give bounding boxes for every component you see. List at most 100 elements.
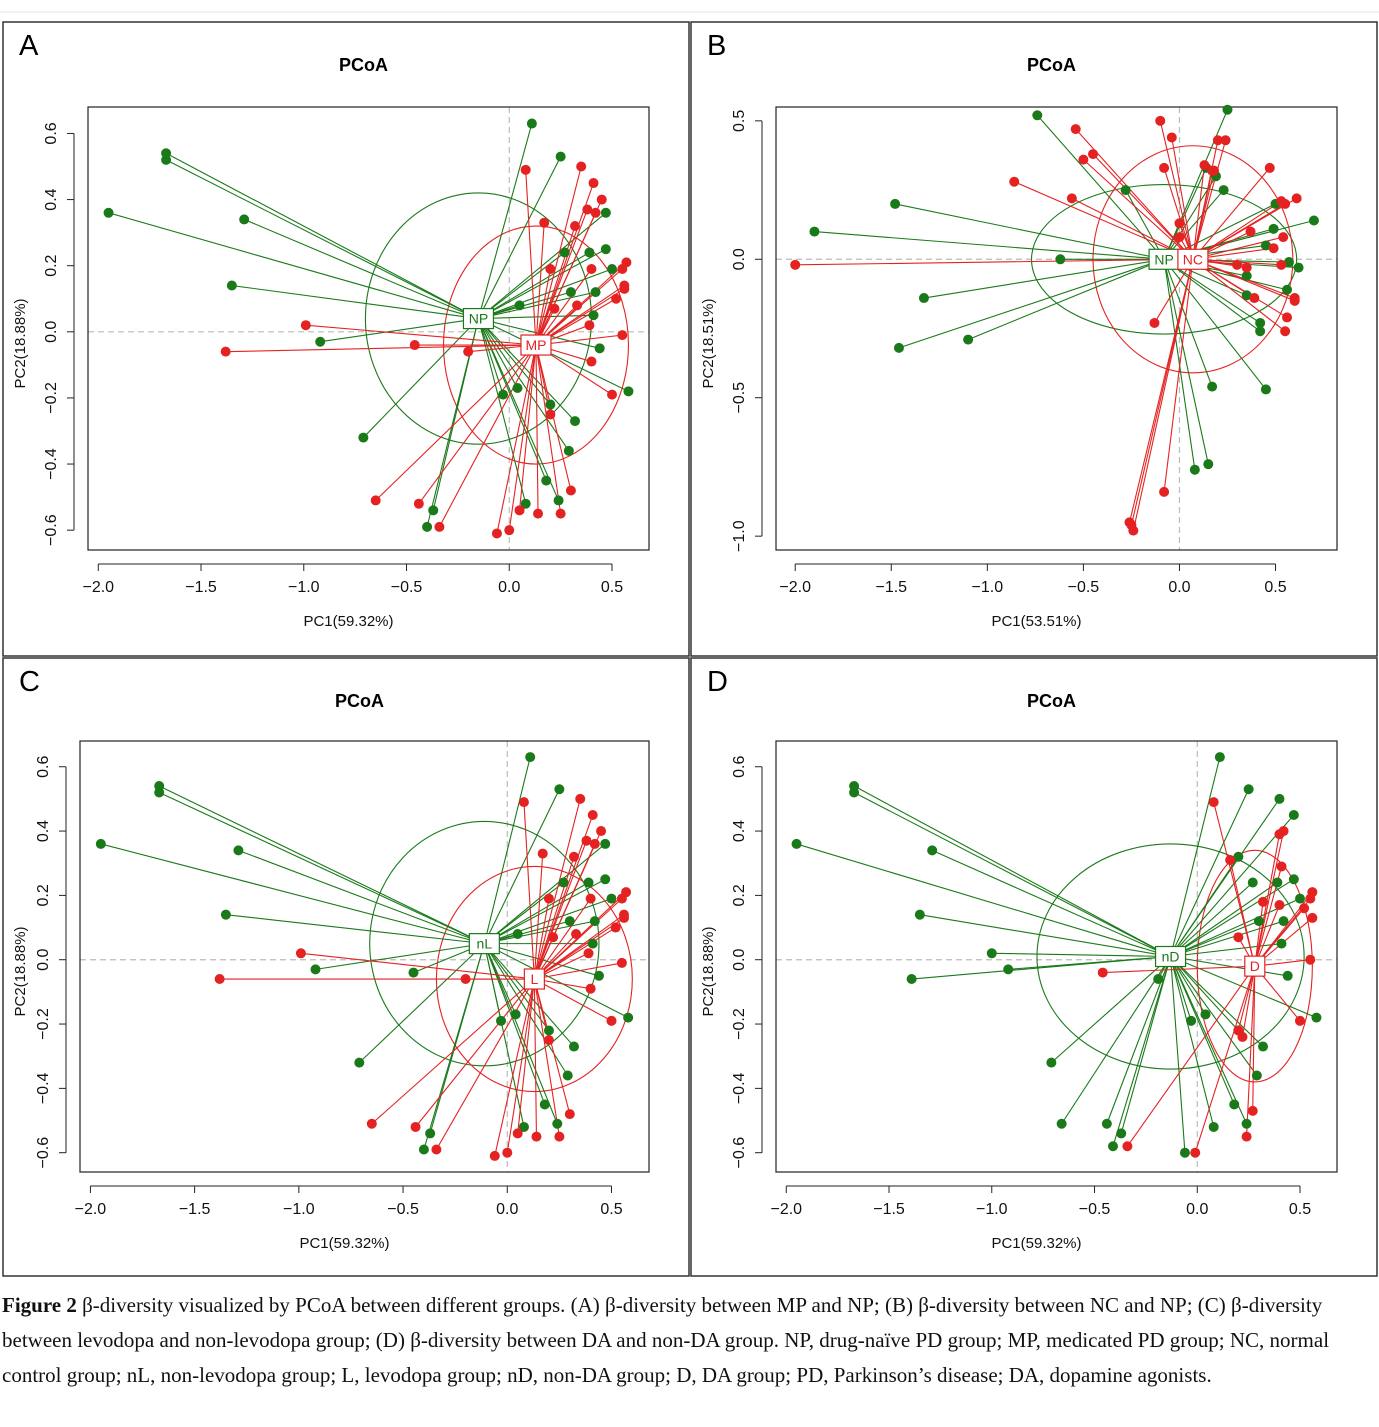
data-point-mp <box>539 217 550 228</box>
spoke-nd <box>1170 956 1215 1128</box>
data-point-nc <box>1264 162 1275 173</box>
data-point-nl <box>543 1025 554 1036</box>
x-tick-label: −1.5 <box>179 1201 211 1218</box>
spoke-nd <box>1170 956 1258 1076</box>
data-point-nc <box>790 259 801 270</box>
data-point-l <box>502 1147 513 1158</box>
spoke-np <box>477 318 570 452</box>
data-point-nl <box>552 1118 563 1129</box>
spoke-l <box>494 978 535 1157</box>
spoke-nd <box>1170 814 1295 957</box>
spoke-np <box>108 212 479 320</box>
data-point-mp <box>584 320 595 331</box>
data-point-d <box>1247 1105 1258 1116</box>
data-point-nc <box>1280 198 1291 209</box>
data-point-nc <box>1291 193 1302 204</box>
data-point-l <box>554 1131 565 1142</box>
data-point-nc <box>1199 160 1210 171</box>
spoke-mp <box>535 268 551 346</box>
panel-d: D PCoA −2.0 −1.5 −1.0 −0.5 0.0 0.5 PC1(59.32%) −0… <box>690 657 1378 1277</box>
spoke-mp <box>535 212 597 346</box>
data-point-np <box>584 247 595 258</box>
data-point-nd <box>1241 1118 1252 1129</box>
data-point-nc <box>1066 193 1077 204</box>
y-tick-label: 0.2 <box>35 884 52 906</box>
spoke-np <box>243 218 479 320</box>
spoke-np <box>478 318 576 422</box>
data-point-mp <box>611 293 622 304</box>
data-point-nc <box>1174 218 1185 229</box>
data-point-mp <box>582 204 593 215</box>
data-point-nc <box>1149 317 1160 328</box>
group-ellipse-nd <box>1036 843 1305 1070</box>
data-point-l <box>616 957 627 968</box>
plot-box <box>775 106 1338 551</box>
data-point-l <box>564 1109 575 1120</box>
figure-caption: Figure 2 β-diversity visualized by PCoA … <box>2 1288 1376 1393</box>
data-point-nl <box>425 1128 436 1139</box>
centroid-box-l <box>523 968 545 990</box>
caption-label: Figure 2 <box>2 1293 77 1317</box>
data-point-nd <box>1251 1070 1262 1081</box>
spoke-nd <box>1170 882 1278 957</box>
panel-c: C PCoA −2.0 −1.5 −1.0 −0.5 0.0 0.5 PC1(59.32%) −0… <box>2 657 690 1277</box>
spoke-np <box>1036 114 1165 260</box>
spoke-nl <box>238 849 485 945</box>
figure-2-pcoa: A PCoA −2.0 −1.5 −1.0 −0.5 0.0 0.5 PC1(59.32%) −0… <box>0 11 1379 1277</box>
data-point-np <box>239 214 250 225</box>
data-point-np <box>512 383 523 394</box>
data-point-mp <box>586 263 597 274</box>
spoke-nl <box>484 920 595 945</box>
spoke-np <box>477 123 533 319</box>
data-point-nc <box>1159 486 1170 497</box>
spoke-nd <box>1170 878 1295 957</box>
spoke-mp <box>525 169 537 346</box>
spoke-np <box>478 251 590 320</box>
y-tick-label: 0.0 <box>43 321 60 343</box>
x-tick-label: −2.0 <box>770 1201 802 1218</box>
spoke-nd <box>1050 956 1171 1064</box>
y-tick-label: 0.0 <box>35 948 52 970</box>
spoke-mp <box>535 345 539 514</box>
data-point-nd <box>1288 809 1299 820</box>
data-point-np <box>1203 459 1214 470</box>
spoke-nc <box>1171 137 1194 260</box>
data-point-nc <box>1070 124 1081 135</box>
data-point-l <box>431 1144 442 1155</box>
x-tick-label: 0.5 <box>601 579 623 596</box>
spoke-l <box>533 978 560 1137</box>
data-point-nc <box>1245 226 1256 237</box>
x-tick-label: −1.5 <box>185 579 217 596</box>
spoke-nl <box>483 789 560 944</box>
data-point-np <box>1222 104 1233 115</box>
data-point-nc <box>1276 259 1287 270</box>
spoke-mp <box>438 344 537 528</box>
spoke-d <box>1252 966 1256 1111</box>
spoke-np <box>1163 258 1261 332</box>
x-tick-label: −0.5 <box>1079 1201 1111 1218</box>
data-point-np <box>1260 384 1271 395</box>
y-tick-label: −0.2 <box>35 1008 52 1040</box>
data-point-np <box>526 118 537 129</box>
data-point-mp <box>520 164 531 175</box>
x-tick-label: −1.0 <box>288 579 320 596</box>
x-tick-label: 0.5 <box>1264 579 1286 596</box>
spoke-nc <box>1192 170 1215 260</box>
data-point-nl <box>600 874 611 885</box>
data-point-l <box>610 922 621 933</box>
data-point-nd <box>1274 793 1285 804</box>
data-point-nl <box>587 938 598 949</box>
data-point-d <box>1305 893 1316 904</box>
plot-box <box>775 740 1338 1173</box>
data-point-nl <box>606 893 617 904</box>
spoke-nd <box>853 785 1171 957</box>
data-point-nd <box>1208 1121 1219 1132</box>
spoke-mp <box>535 209 588 346</box>
data-point-l <box>581 835 592 846</box>
spoke-nd <box>1061 956 1172 1125</box>
spoke-nd <box>1106 956 1172 1124</box>
spoke-l <box>435 978 535 1150</box>
spoke-nl <box>483 943 575 1047</box>
data-point-mp <box>413 498 424 509</box>
data-point-nl <box>554 784 565 795</box>
